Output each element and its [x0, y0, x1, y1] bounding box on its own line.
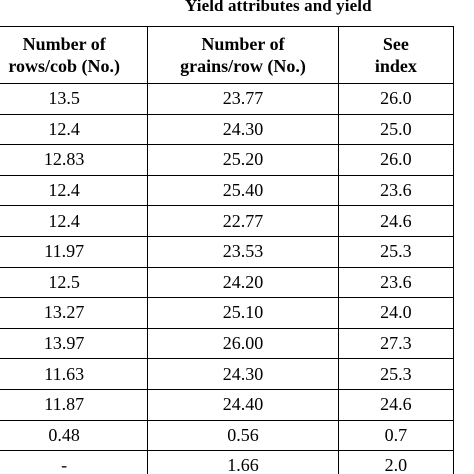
cell-rows-per-cob: 12.4 [0, 205, 149, 237]
cell-seed-index: 23.6 [337, 266, 455, 299]
table-row: 12.4 22.77 24.6 [0, 205, 455, 237]
cell-grains-per-row: 26.00 [147, 327, 339, 360]
group-header: Yield attributes and yield [0, 0, 474, 26]
cell-rows-per-cob: 12.4 [0, 113, 149, 146]
table-row: 12.83 25.20 26.0 [0, 144, 455, 176]
table-row: 13.97 26.00 27.3 [0, 327, 455, 360]
cell-rows-per-cob: 13.27 [0, 297, 149, 329]
cell-seed-index: 24.6 [337, 388, 455, 421]
cell-rows-per-cob: 11.87 [0, 388, 149, 421]
cell-rows-per-cob: 13.5 [0, 83, 149, 115]
table-row: 12.4 24.30 25.0 [0, 113, 455, 146]
cell-rows-per-cob: - [0, 450, 149, 474]
yield-attributes-table: Number of rows/cob (No.) Number of grain… [0, 26, 455, 474]
cell-seed-index: 25.3 [337, 235, 455, 268]
cell-grains-per-row: 25.10 [147, 297, 339, 329]
cell-rows-per-cob: 12.4 [0, 174, 149, 207]
table-row: 11.87 24.40 24.6 [0, 388, 455, 421]
column-header-grains-per-row: Number of grains/row (No.) [147, 26, 339, 84]
column-header-rows-per-cob: Number of rows/cob (No.) [0, 26, 149, 84]
cell-seed-index: 26.0 [337, 83, 455, 115]
cell-seed-index: 23.6 [337, 174, 455, 207]
cell-grains-per-row: 24.20 [147, 266, 339, 299]
table-row: 11.97 23.53 25.3 [0, 235, 455, 268]
cell-grains-per-row: 24.40 [147, 388, 339, 421]
table-row: 0.48 0.56 0.7 [0, 419, 455, 452]
cell-rows-per-cob: 12.5 [0, 266, 149, 299]
cell-rows-per-cob: 12.83 [0, 144, 149, 176]
group-header-label: Yield attributes and yield [185, 0, 372, 15]
cell-rows-per-cob: 11.97 [0, 235, 149, 268]
cell-seed-index: 0.7 [337, 419, 455, 452]
cell-grains-per-row: 24.30 [147, 358, 339, 390]
cell-seed-index: 25.0 [337, 113, 455, 146]
cell-grains-per-row: 23.53 [147, 235, 339, 268]
cell-rows-per-cob: 11.63 [0, 358, 149, 390]
cell-grains-per-row: 24.30 [147, 113, 339, 146]
table-row: 11.63 24.30 25.3 [0, 358, 455, 390]
cell-seed-index: 26.0 [337, 144, 455, 176]
table-row: 12.5 24.20 23.6 [0, 266, 455, 299]
cell-grains-per-row: 0.56 [147, 419, 339, 452]
table-row: 13.5 23.77 26.0 [0, 83, 455, 115]
cell-seed-index: 24.0 [337, 297, 455, 329]
cell-seed-index: 24.6 [337, 205, 455, 237]
table-row: 12.4 25.40 23.6 [0, 174, 455, 207]
header-row: Number of rows/cob (No.) Number of grain… [0, 26, 455, 84]
cell-grains-per-row: 1.66 [147, 450, 339, 474]
cell-grains-per-row: 25.20 [147, 144, 339, 176]
cell-grains-per-row: 25.40 [147, 174, 339, 207]
column-header-seed-index: See index [337, 26, 455, 84]
cell-grains-per-row: 23.77 [147, 83, 339, 115]
cell-grains-per-row: 22.77 [147, 205, 339, 237]
table-row: -1.66 2.0 [0, 450, 455, 474]
cell-seed-index: 2.0 [337, 450, 455, 474]
cell-rows-per-cob: 0.48 [0, 419, 149, 452]
table-row: 13.27 25.10 24.0 [0, 297, 455, 329]
cell-rows-per-cob: 13.97 [0, 327, 149, 360]
cell-seed-index: 25.3 [337, 358, 455, 390]
cell-seed-index: 27.3 [337, 327, 455, 360]
